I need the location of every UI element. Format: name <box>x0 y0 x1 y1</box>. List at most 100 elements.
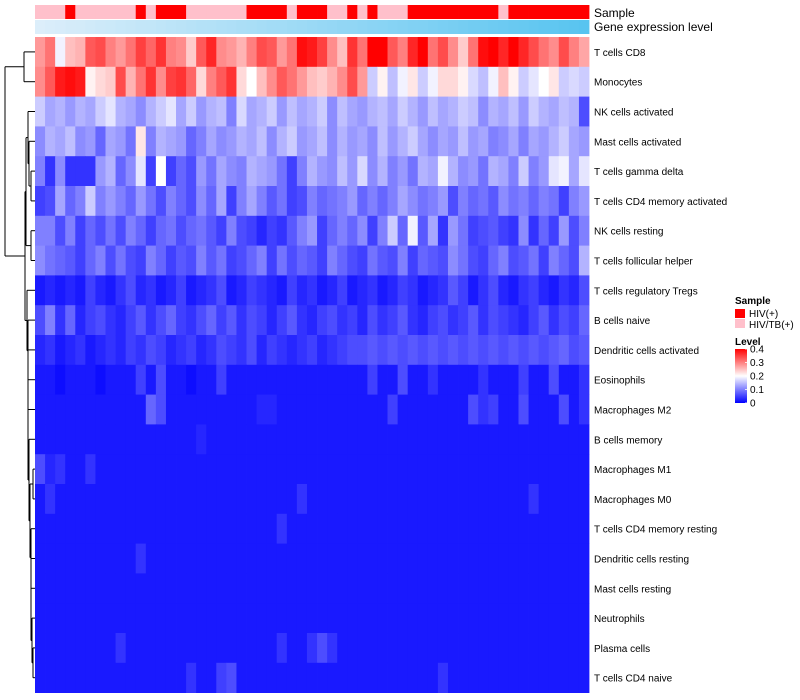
heatmap-cell <box>538 633 550 664</box>
legend-level-tick-label: 0.3 <box>750 358 764 369</box>
heatmap-cell <box>498 275 509 306</box>
heatmap-cell <box>458 543 469 574</box>
heatmap-cell <box>488 156 499 187</box>
heatmap-cell <box>407 633 419 664</box>
sample-annotation-cell <box>306 5 318 19</box>
expression-annotation-cell <box>155 20 167 34</box>
sample-annotation-cell <box>337 5 348 19</box>
heatmap-cell <box>468 215 479 246</box>
heatmap-cell <box>186 603 197 634</box>
heatmap-cell <box>266 573 278 604</box>
heatmap-cell <box>306 305 318 336</box>
heatmap-cell <box>95 513 106 544</box>
heatmap-cell <box>55 245 66 276</box>
heatmap-cell <box>397 484 409 515</box>
heatmap-cell <box>85 424 96 455</box>
heatmap-cell <box>55 156 66 187</box>
heatmap-cell <box>65 275 76 306</box>
heatmap-cell <box>518 454 529 485</box>
heatmap-cell <box>95 245 106 276</box>
heatmap-cell <box>528 96 540 127</box>
heatmap-cell <box>578 513 590 544</box>
heatmap-cell <box>286 305 298 336</box>
heatmap-cell <box>266 215 278 246</box>
heatmap-cell <box>558 633 570 664</box>
heatmap-cell <box>196 454 207 485</box>
expression-annotation-cell <box>558 20 570 34</box>
heatmap-cell <box>317 484 328 515</box>
heatmap-cell <box>165 37 177 68</box>
heatmap-cell <box>458 513 469 544</box>
heatmap-cell <box>528 543 540 574</box>
heatmap-cell <box>186 424 197 455</box>
heatmap-cell <box>468 543 479 574</box>
heatmap-cell <box>538 96 550 127</box>
heatmap-cell <box>55 335 66 366</box>
heatmap-cell <box>306 484 318 515</box>
heatmap-cell <box>558 454 570 485</box>
heatmap-cell <box>256 513 268 544</box>
expression-annotation-cell <box>367 20 378 34</box>
heatmap-cell <box>55 633 66 664</box>
heatmap-cell <box>427 245 439 276</box>
heatmap-cell <box>458 573 469 604</box>
expression-annotation-cell <box>85 20 96 34</box>
heatmap-cell <box>246 275 257 306</box>
heatmap-cell <box>488 573 499 604</box>
heatmap-cell <box>347 126 358 157</box>
heatmap-cell <box>286 662 298 693</box>
heatmap-cell <box>216 424 227 455</box>
heatmap-cell <box>347 662 358 693</box>
heatmap-cell <box>518 633 529 664</box>
expression-annotation-cell <box>246 20 257 34</box>
heatmap-cell <box>548 66 560 97</box>
sample-annotation-cell <box>508 5 519 19</box>
heatmap-cell <box>65 215 76 246</box>
heatmap-cell <box>327 513 338 544</box>
heatmap-cell <box>478 126 489 157</box>
heatmap-cell <box>317 424 328 455</box>
heatmap-cell <box>417 573 429 604</box>
heatmap-cell <box>35 96 46 127</box>
heatmap-cell <box>115 513 127 544</box>
heatmap-cell <box>306 573 318 604</box>
heatmap-cell <box>538 662 550 693</box>
sample-annotation-cell <box>115 5 127 19</box>
heatmap-cell <box>387 245 399 276</box>
heatmap-cell <box>65 156 76 187</box>
heatmap-cell <box>115 37 127 68</box>
heatmap-cell <box>548 215 560 246</box>
heatmap-cell <box>518 603 529 634</box>
heatmap-cell <box>417 394 429 425</box>
heatmap-cell <box>125 275 137 306</box>
heatmap-cell <box>135 424 147 455</box>
heatmap-cell <box>437 305 449 336</box>
expression-annotation-cell <box>377 20 388 34</box>
heatmap-cell <box>478 513 489 544</box>
heatmap-cell <box>478 156 489 187</box>
heatmap-cell <box>568 305 580 336</box>
heatmap-cell <box>417 156 429 187</box>
heatmap-cell <box>75 96 86 127</box>
heatmap-cell <box>538 66 550 97</box>
heatmap-cell <box>105 633 116 664</box>
heatmap-cell <box>397 66 409 97</box>
heatmap-cell <box>528 305 540 336</box>
heatmap-cell <box>528 37 540 68</box>
heatmap-cell <box>95 603 106 634</box>
heatmap-cell <box>578 275 590 306</box>
heatmap-cell <box>327 633 338 664</box>
heatmap-cell <box>165 305 177 336</box>
heatmap-cell <box>478 66 489 97</box>
heatmap-cells <box>35 37 590 693</box>
heatmap-cell <box>256 66 268 97</box>
heatmap-cell <box>236 275 247 306</box>
heatmap-cell <box>95 633 106 664</box>
heatmap-cell <box>65 633 76 664</box>
heatmap-cell <box>55 603 66 634</box>
heatmap-cell <box>296 96 308 127</box>
heatmap-cell <box>65 335 76 366</box>
sample-annotation-cell <box>236 5 247 19</box>
heatmap-cell <box>397 424 409 455</box>
sample-annotation-bar <box>35 5 590 19</box>
